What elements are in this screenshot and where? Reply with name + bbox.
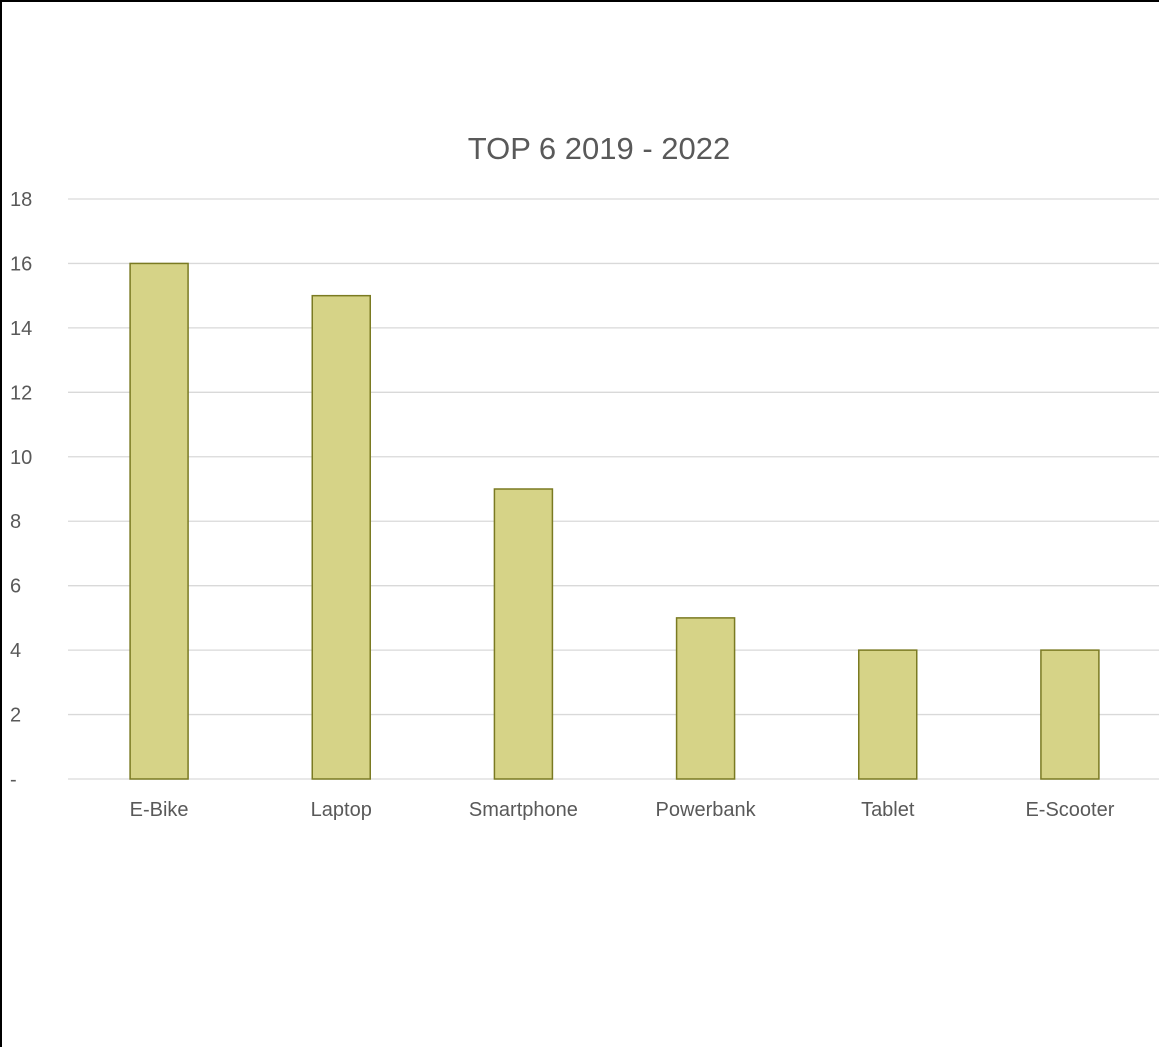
bar-smartphone xyxy=(493,488,554,780)
x-tick-label: Laptop xyxy=(311,799,372,821)
y-tick-label: 2 xyxy=(10,705,21,727)
bar-laptop xyxy=(311,294,371,780)
x-tick-label: E-Scooter xyxy=(1025,799,1114,821)
y-tick-label: - xyxy=(10,769,17,791)
bar-powerbank xyxy=(675,617,736,780)
bars xyxy=(129,262,1100,780)
x-tick-label: Smartphone xyxy=(469,799,578,821)
x-tick-label: Powerbank xyxy=(656,799,757,821)
x-tick-label: Tablet xyxy=(861,799,915,821)
y-tick-label: 14 xyxy=(10,318,32,340)
y-axis-ticks: - 2 4 6 8 10 12 14 16 18 xyxy=(10,189,32,791)
chart-title: TOP 6 2019 - 2022 xyxy=(468,131,731,166)
grid-layer xyxy=(68,198,1159,780)
bar-e-bike xyxy=(129,262,189,780)
y-tick-label: 10 xyxy=(10,447,32,469)
x-tick-label: E-Bike xyxy=(130,799,189,821)
y-tick-label: 18 xyxy=(10,189,32,211)
y-tick-label: 8 xyxy=(10,511,21,533)
bar-tablet xyxy=(858,649,918,780)
y-tick-label: 4 xyxy=(10,640,21,662)
y-tick-label: 12 xyxy=(10,382,32,404)
y-tick-label: 16 xyxy=(10,253,32,275)
x-axis-ticks: E-Bike Laptop Smartphone Powerbank Tablet E-S… xyxy=(130,799,1115,821)
y-tick-label: 6 xyxy=(10,576,21,598)
bar-e-scooter xyxy=(1040,649,1100,780)
